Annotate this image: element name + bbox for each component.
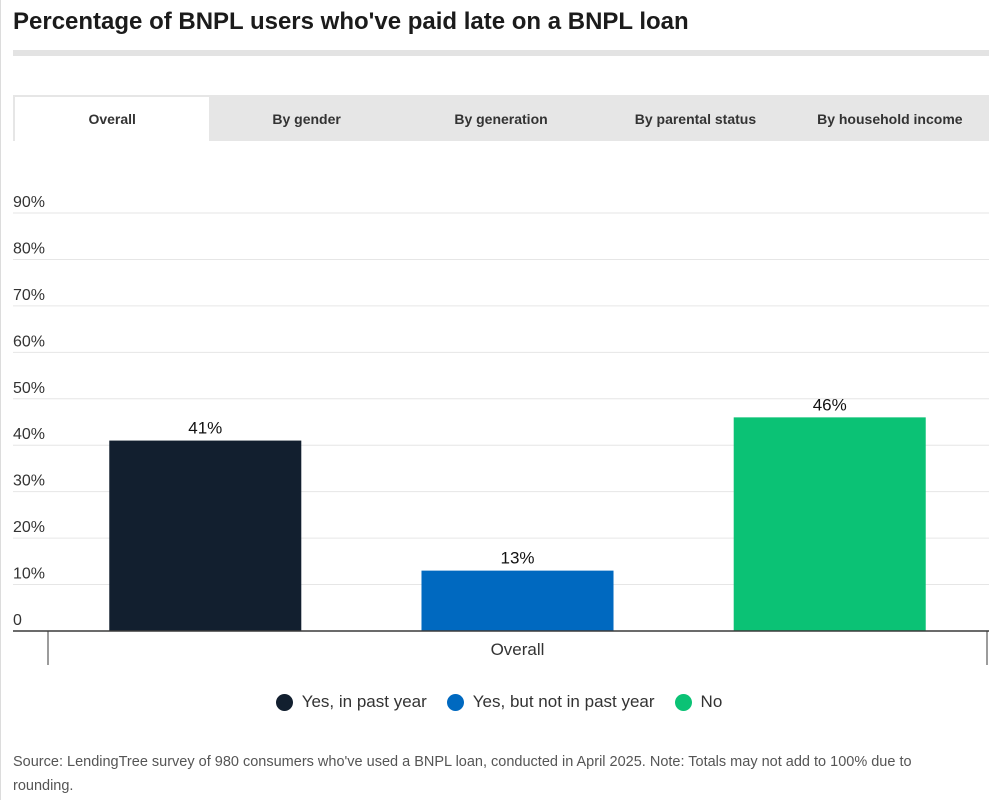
bar-yes-in-past-year bbox=[109, 440, 302, 631]
title-divider bbox=[13, 50, 989, 56]
y-tick-label: 60% bbox=[13, 333, 45, 350]
tab-bar: Overall By gender By generation By paren… bbox=[13, 95, 989, 141]
tab-by-generation[interactable]: By generation bbox=[454, 111, 548, 127]
legend-item-yes-in-past-year: Yes, in past year bbox=[275, 690, 427, 714]
data-label: 41% bbox=[188, 419, 222, 438]
y-tick-label: 80% bbox=[13, 240, 45, 257]
legend-label: Yes, but not in past year bbox=[472, 692, 655, 711]
tab-by-gender[interactable]: By gender bbox=[272, 111, 341, 127]
source-note: Source: LendingTree survey of 980 consum… bbox=[13, 754, 912, 794]
legend-swatch bbox=[275, 693, 293, 711]
tab-by-parental-status[interactable]: By parental status bbox=[634, 111, 757, 127]
legend: Yes, in past year Yes, but not in past y… bbox=[1, 690, 996, 714]
y-tick-label: 0 bbox=[13, 612, 22, 629]
legend-item-no: No bbox=[674, 690, 723, 714]
y-tick-label: 10% bbox=[13, 566, 45, 583]
y-tick-label: 20% bbox=[13, 519, 45, 536]
bar-no bbox=[733, 417, 926, 631]
data-label: 46% bbox=[813, 395, 847, 414]
tab-by-household-income[interactable]: By household income bbox=[817, 111, 963, 127]
y-tick-label: 70% bbox=[13, 287, 45, 304]
y-tick-label: 90% bbox=[13, 194, 45, 211]
legend-swatch bbox=[674, 693, 692, 711]
bar-chart: 0 10% 20% 30% 40% 50% 60% 70% 80% 90% 41% 13% 46% Ove… bbox=[13, 194, 989, 665]
bar-yes-but-not-in-past-year bbox=[421, 570, 614, 631]
y-tick-label: 50% bbox=[13, 380, 45, 397]
page-title: Percentage of BNPL users who've paid lat… bbox=[13, 8, 689, 35]
legend-item-yes-but-not-in-past-year: Yes, but not in past year bbox=[446, 690, 655, 714]
legend-label: Yes, in past year bbox=[301, 692, 427, 711]
x-category-label: Overall bbox=[491, 640, 545, 659]
tab-overall[interactable]: Overall bbox=[15, 97, 210, 141]
y-tick-label: 30% bbox=[13, 473, 45, 490]
data-label: 13% bbox=[500, 549, 534, 568]
legend-swatch bbox=[446, 693, 464, 711]
legend-label: No bbox=[700, 692, 723, 711]
y-tick-label: 40% bbox=[13, 426, 45, 443]
